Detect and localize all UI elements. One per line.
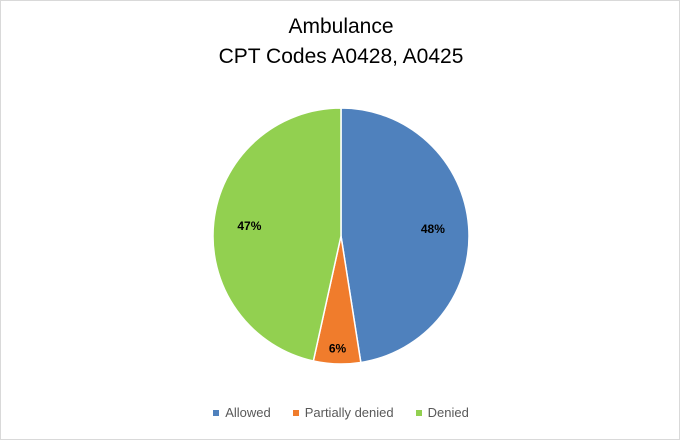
legend-label: Allowed xyxy=(225,405,271,420)
legend-swatch xyxy=(292,409,299,416)
legend-label: Partially denied xyxy=(304,405,394,420)
legend-item-denied: Denied xyxy=(415,405,469,420)
chart-subtitle: CPT Codes A0428, A0425 xyxy=(218,45,464,68)
data-label: 6% xyxy=(329,342,347,356)
data-label: 48% xyxy=(421,222,445,236)
legend-item-partially-denied: Partially denied xyxy=(292,405,394,420)
pie-slice-denied xyxy=(212,107,342,362)
pie-slice-allowed xyxy=(340,107,470,364)
data-label: 47% xyxy=(237,219,261,233)
legend-item-allowed: Allowed xyxy=(213,405,271,420)
legend: Allowed Partially denied Denied xyxy=(1,405,680,420)
chart-title: Ambulance xyxy=(288,15,394,38)
legend-swatch xyxy=(415,409,422,416)
legend-label: Denied xyxy=(427,405,469,420)
legend-swatch xyxy=(213,409,220,416)
